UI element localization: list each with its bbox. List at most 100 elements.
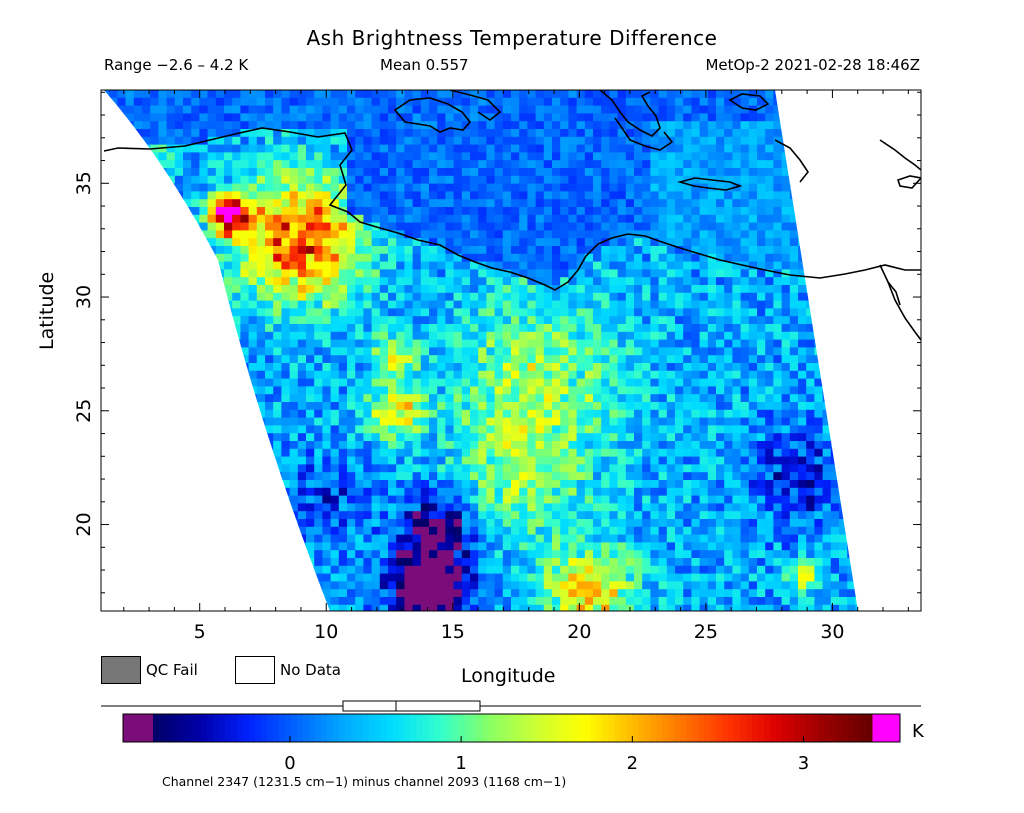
heatmap-cell: [798, 472, 807, 481]
heatmap-cell: [658, 136, 668, 146]
heatmap-cell: [281, 363, 291, 372]
heatmap-cell: [396, 90, 405, 99]
heatmap-cell: [855, 207, 858, 216]
heatmap-cell: [519, 160, 528, 169]
heatmap-cell: [420, 222, 430, 231]
heatmap-cell: [322, 207, 332, 216]
heatmap-cell: [724, 339, 733, 348]
heatmap-cell: [896, 402, 905, 410]
heatmap-cell: [880, 215, 889, 223]
heatmap-cell: [773, 285, 783, 294]
heatmap-cell: [232, 214, 241, 224]
heatmap-cell: [552, 300, 561, 309]
heatmap-cell: [830, 121, 840, 130]
heatmap-cell: [142, 97, 151, 107]
heatmap-cell: [363, 199, 373, 208]
heatmap-cell: [609, 331, 619, 341]
heatmap-cell: [535, 136, 545, 146]
heatmap-cell: [355, 433, 364, 442]
heatmap-cell: [511, 363, 520, 372]
heatmap-cell: [166, 378, 176, 387]
heatmap-cell: [224, 277, 233, 286]
heatmap-cell: [650, 347, 660, 356]
heatmap-cell: [511, 316, 520, 325]
heatmap-cell: [494, 394, 504, 403]
heatmap-cell: [322, 394, 332, 403]
heatmap-cell: [642, 441, 651, 450]
heatmap-cell: [420, 339, 430, 348]
heatmap-cell: [699, 370, 709, 380]
heatmap-cell: [248, 253, 258, 263]
heatmap-cell: [174, 136, 184, 146]
heatmap-cell: [617, 464, 627, 473]
heatmap-cell: [896, 410, 905, 418]
heatmap-cell: [412, 230, 422, 239]
heatmap-cell: [847, 331, 856, 341]
heatmap-cell: [905, 402, 914, 410]
heatmap-cell: [543, 222, 553, 231]
heatmap-cell: [527, 417, 537, 426]
heatmap-cell: [109, 339, 118, 348]
heatmap-cell: [158, 160, 168, 169]
heatmap-cell: [650, 152, 660, 161]
heatmap-cell: [453, 136, 463, 146]
heatmap-cell: [125, 261, 135, 270]
heatmap-cell: [658, 355, 668, 364]
heatmap-cell: [527, 144, 537, 153]
heatmap-cell: [748, 339, 758, 348]
heatmap-cell: [642, 207, 651, 216]
heatmap-cell: [306, 370, 315, 380]
heatmap-cell: [707, 152, 717, 161]
heatmap-cell: [183, 394, 192, 403]
heatmap-cell: [880, 168, 889, 176]
heatmap-cell: [125, 308, 135, 317]
heatmap-cell: [289, 113, 299, 122]
heatmap-cell: [207, 207, 217, 216]
heatmap-cell: [543, 191, 553, 200]
heatmap-cell: [429, 175, 438, 185]
heatmap-cell: [830, 300, 840, 309]
heatmap-cell: [117, 129, 127, 138]
heatmap-cell: [568, 136, 578, 146]
heatmap-cell: [724, 253, 733, 263]
heatmap-cell: [363, 191, 373, 200]
heatmap-cell: [429, 144, 438, 153]
heatmap-cell: [117, 370, 127, 380]
heatmap-cell: [183, 269, 192, 278]
heatmap-cell: [683, 347, 692, 356]
heatmap-cell: [404, 191, 414, 200]
heatmap-cell: [601, 339, 610, 348]
heatmap-cell: [404, 175, 414, 185]
heatmap-cell: [199, 433, 209, 442]
heatmap-cell: [396, 136, 405, 146]
heatmap-cell: [716, 386, 725, 395]
heatmap-cell: [453, 121, 463, 130]
heatmap-cell: [150, 183, 159, 192]
heatmap-cell: [306, 160, 315, 169]
heatmap-cell: [864, 433, 873, 441]
heatmap-cell: [732, 113, 742, 122]
heatmap-cell: [388, 277, 397, 286]
heatmap-cell: [511, 425, 520, 434]
heatmap-cell: [420, 300, 430, 309]
heatmap-cell: [183, 300, 192, 309]
heatmap-cell: [675, 285, 684, 294]
heatmap-cell: [502, 370, 512, 380]
heatmap-cell: [593, 472, 602, 481]
heatmap-cell: [158, 168, 168, 177]
heatmap-cell: [830, 246, 840, 255]
heatmap-cell: [256, 441, 266, 450]
heatmap-cell: [855, 355, 858, 364]
heatmap-cell: [584, 292, 594, 302]
heatmap-cell: [388, 160, 397, 169]
heatmap-cell: [338, 152, 348, 161]
heatmap-cell: [240, 183, 250, 192]
heatmap-cell: [104, 300, 110, 309]
heatmap-cell: [781, 355, 791, 364]
heatmap-cell: [666, 331, 676, 341]
heatmap-cell: [330, 222, 340, 231]
heatmap-cell: [404, 292, 414, 302]
heatmap-cell: [830, 144, 840, 153]
heatmap-cell: [297, 355, 307, 364]
heatmap-cell: [535, 409, 545, 419]
